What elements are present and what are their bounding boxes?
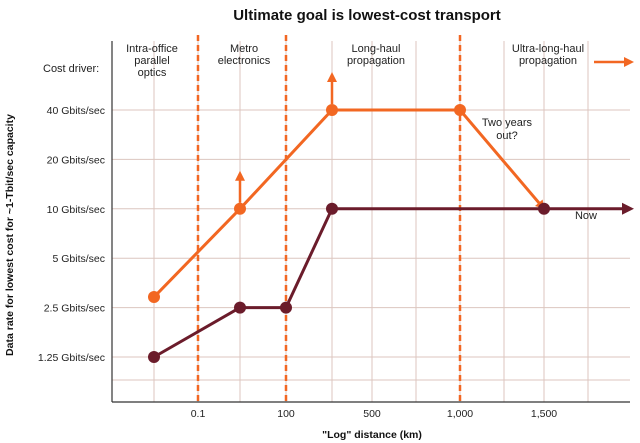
y-tick-label: 40 Gbits/sec <box>47 105 105 117</box>
y-tick-label: 20 Gbits/sec <box>47 154 105 166</box>
now-arrowhead <box>622 202 634 215</box>
series-layer <box>148 72 634 363</box>
axes <box>111 41 630 403</box>
now-point <box>280 301 292 314</box>
zone-label: electronics <box>218 55 271 67</box>
now-point <box>234 301 246 314</box>
y-tick-label: 5 Gbits/sec <box>52 253 105 265</box>
zone-label: Intra-office <box>126 43 178 55</box>
y-axis-label: Data rate for lowest cost for ~1-Tbit/se… <box>4 114 16 356</box>
target-point <box>234 202 246 215</box>
target-point <box>326 104 338 116</box>
annotation-two-years-out: out? <box>496 130 517 142</box>
x-tick-label: 0.1 <box>191 408 206 420</box>
zone-label: propagation <box>519 55 577 67</box>
x-tick-label: 500 <box>363 408 381 420</box>
zone-label: Metro <box>230 43 258 55</box>
x-tick-label: 1,500 <box>531 408 557 420</box>
target-series-line <box>152 108 546 299</box>
cost-driver-label: Cost driver: <box>43 63 99 75</box>
up-arrow-head <box>327 72 337 82</box>
now-point <box>326 202 338 215</box>
zone-label: optics <box>138 67 167 79</box>
target-point <box>148 291 160 304</box>
grid <box>112 41 630 402</box>
up-arrow-head <box>235 170 245 181</box>
zone-label: Long-haul <box>352 43 401 55</box>
annotation-now: Now <box>575 210 597 222</box>
x-tick-label: 100 <box>277 408 295 420</box>
now-point <box>148 351 160 363</box>
target-point <box>454 104 466 116</box>
zone-label: propagation <box>347 55 405 67</box>
zone-dividers <box>196 35 462 402</box>
labels-layer: 1.25 Gbits/sec 2.5 Gbits/sec 5 Gbits/sec 10… <box>38 43 634 420</box>
y-tick-label: 2.5 Gbits/sec <box>44 303 105 315</box>
zone-label: Ultra-long-haul <box>512 43 584 55</box>
zone-arrow-head <box>624 57 634 67</box>
x-axis-label: "Log" distance (km) <box>322 429 422 441</box>
zone-label: parallel <box>134 55 169 67</box>
x-tick-label: 1,000 <box>447 408 473 420</box>
annotation-two-years-out: Two years <box>482 117 533 129</box>
y-tick-label: 10 Gbits/sec <box>47 204 105 216</box>
y-tick-label: 1.25 Gbits/sec <box>38 352 105 364</box>
now-series-line <box>153 207 544 359</box>
chart-title: Ultimate goal is lowest-cost transport <box>233 7 501 24</box>
